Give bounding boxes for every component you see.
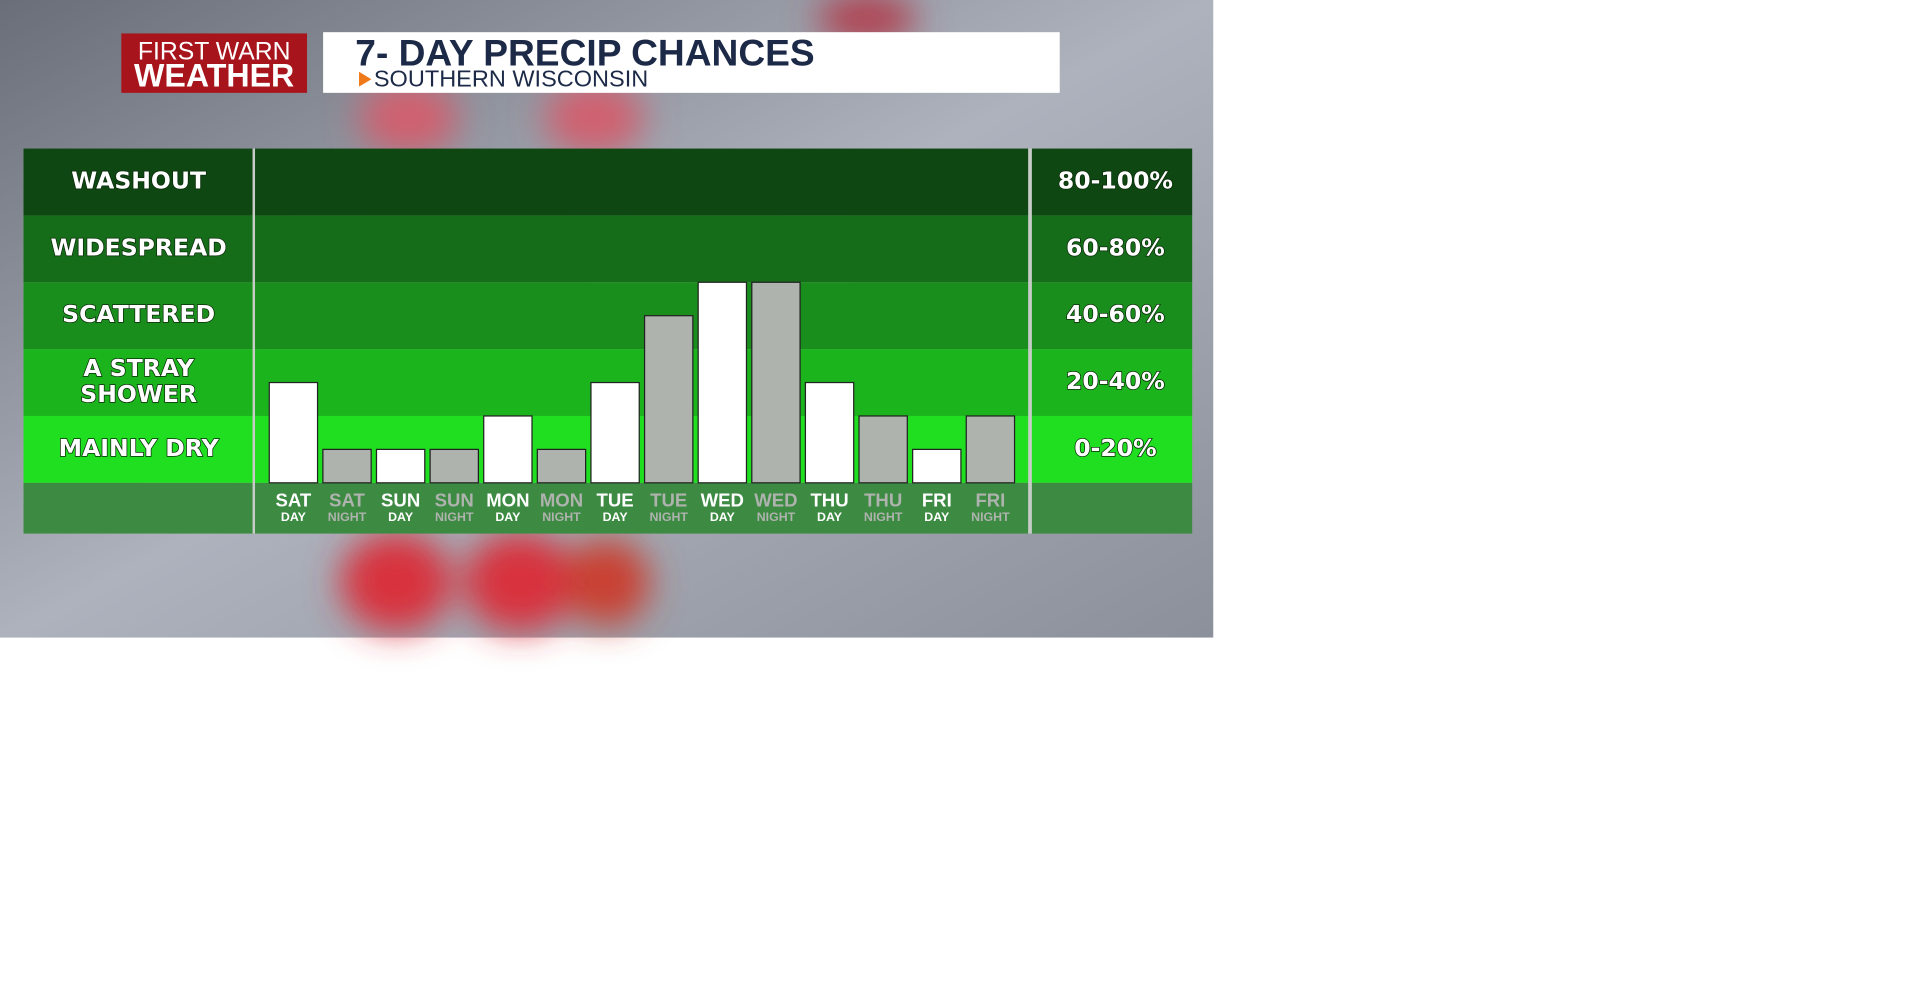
category-part: NIGHT — [328, 510, 367, 524]
logo-bottom: WEATHER — [134, 58, 294, 94]
category-part: NIGHT — [971, 510, 1010, 524]
title: 7- DAY PRECIP CHANCES — [355, 32, 814, 74]
bar — [590, 381, 640, 484]
category-day: WED — [754, 489, 797, 510]
bar — [912, 448, 962, 484]
category-part: DAY — [603, 510, 629, 524]
band — [23, 148, 1193, 216]
category-day: THU — [864, 489, 902, 510]
band-name: A STRAY — [83, 354, 194, 382]
category-day: FRI — [922, 489, 952, 510]
category-part: DAY — [710, 510, 736, 524]
category-part: NIGHT — [757, 510, 796, 524]
bar — [965, 415, 1016, 484]
category-day: FRI — [975, 489, 1005, 510]
title-box — [323, 32, 1060, 93]
subtitle-arrow — [359, 71, 372, 87]
category-day: MON — [486, 489, 529, 510]
bar — [322, 448, 372, 484]
category-day: TUE — [597, 489, 634, 510]
category-day: MON — [540, 489, 583, 510]
band-range: 60-80% — [1066, 233, 1165, 261]
band-range: 40-60% — [1066, 300, 1165, 328]
band-name: SHOWER — [80, 380, 197, 408]
bar — [483, 415, 533, 484]
category-part: NIGHT — [864, 510, 903, 524]
bar — [375, 448, 426, 484]
bar — [858, 415, 908, 484]
bar — [536, 448, 587, 484]
category-day: SAT — [329, 489, 365, 510]
category-part: DAY — [388, 510, 414, 524]
category-part: NIGHT — [649, 510, 688, 524]
category-part: NIGHT — [435, 510, 474, 524]
category-day: SUN — [435, 489, 474, 510]
category-day: TUE — [650, 489, 687, 510]
category-day: WED — [701, 489, 744, 510]
logo-top: FIRST WARN — [138, 38, 291, 65]
band-name: MAINLY DRY — [59, 434, 220, 462]
bar — [429, 448, 480, 484]
category-part: DAY — [817, 510, 843, 524]
band-name: WIDESPREAD — [50, 233, 226, 261]
band — [23, 282, 1193, 350]
category-day: SUN — [381, 489, 420, 510]
bar — [268, 381, 319, 484]
logo — [121, 33, 308, 93]
category-row — [23, 482, 1193, 534]
category-part: NIGHT — [542, 510, 581, 524]
subtitle: SOUTHERN WISCONSIN — [374, 66, 648, 92]
bar — [804, 381, 855, 484]
graphic: FIRST WARN WEATHER 7- DAY PRECIP CHANCES… — [0, 0, 1214, 638]
band-name: WASHOUT — [71, 166, 206, 194]
band-name: SCATTERED — [62, 300, 215, 328]
category-part: DAY — [924, 510, 950, 524]
category-day: THU — [810, 489, 848, 510]
band — [23, 215, 1193, 283]
band-range: 0-20% — [1074, 434, 1156, 462]
plot: WASHOUT 80-100% WIDESPREAD 60-80% SCATTERED 4… — [23, 148, 1193, 524]
bar — [751, 281, 801, 484]
band-range: 20-40% — [1066, 367, 1165, 395]
bar — [697, 281, 748, 484]
category-part: DAY — [281, 510, 307, 524]
category-day: SAT — [276, 489, 312, 510]
category-part: DAY — [495, 510, 521, 524]
bar — [643, 315, 694, 484]
band-range: 80-100% — [1058, 166, 1173, 194]
